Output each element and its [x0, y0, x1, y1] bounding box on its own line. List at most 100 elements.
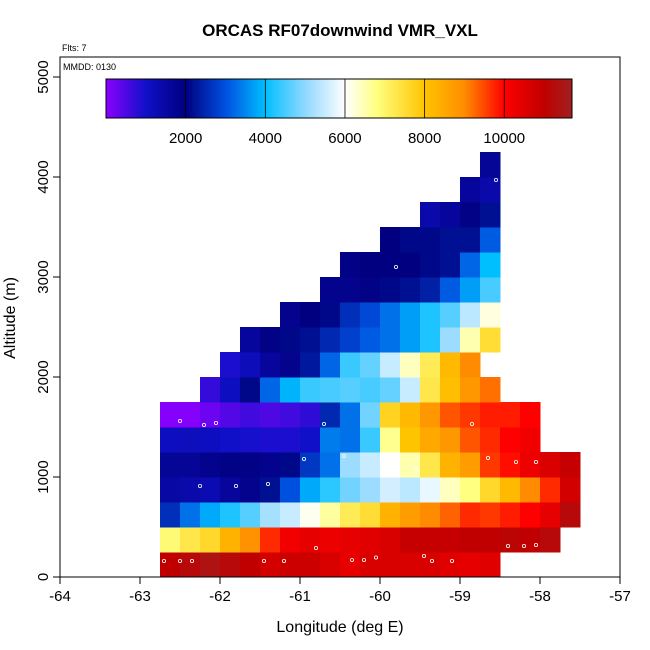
colorbar-tick-label: 8000 — [408, 130, 441, 147]
heatmap-cell — [480, 477, 501, 503]
x-tick-label: -64 — [49, 588, 71, 605]
plot-frame — [59, 56, 621, 578]
heatmap-cell — [260, 502, 281, 528]
heatmap-cell — [340, 352, 361, 378]
heatmap-cell — [480, 527, 501, 553]
heatmap-cell — [460, 477, 481, 503]
heatmap-cell — [440, 227, 461, 253]
heatmap-cell — [360, 277, 381, 303]
heatmap-cell — [300, 377, 321, 403]
heatmap-cell — [380, 402, 401, 428]
heatmap-cell — [420, 252, 441, 278]
heatmap-cell — [320, 327, 341, 353]
heatmap-cell — [520, 477, 541, 503]
heatmap-cell — [420, 352, 441, 378]
x-tick-label: -60 — [369, 588, 391, 605]
sample-point — [505, 544, 510, 549]
heatmap-cell — [340, 552, 361, 578]
heatmap-cell — [340, 502, 361, 528]
sample-point — [361, 558, 366, 563]
heatmap-cell — [400, 277, 421, 303]
heatmap-cell — [340, 402, 361, 428]
heatmap-cell — [180, 502, 201, 528]
heatmap-cell — [540, 477, 561, 503]
heatmap-cell — [460, 327, 481, 353]
heatmap-cell — [180, 402, 201, 428]
heatmap-cell — [360, 427, 381, 453]
heatmap-cell — [460, 352, 481, 378]
sample-point — [233, 483, 238, 488]
heatmap-cell — [420, 502, 441, 528]
colorbar-tick-label: 6000 — [328, 130, 361, 147]
heatmap-cell — [560, 477, 581, 503]
heatmap-cell — [320, 552, 341, 578]
heatmap-cell — [260, 352, 281, 378]
heatmap-cell — [180, 452, 201, 478]
heatmap-cell — [340, 477, 361, 503]
heatmap-cell — [460, 552, 481, 578]
heatmap-cell — [340, 452, 361, 478]
heatmap-cell — [160, 402, 181, 428]
heatmap-cell — [300, 552, 321, 578]
heatmap-cell — [560, 452, 581, 478]
heatmap-cell — [420, 227, 441, 253]
heatmap-cell — [480, 327, 501, 353]
heatmap-cell — [380, 527, 401, 553]
x-tick-label: -59 — [449, 588, 471, 605]
heatmap-cell — [260, 452, 281, 478]
heatmap-cell — [520, 402, 541, 428]
sample-point — [522, 365, 527, 370]
sample-point — [534, 543, 539, 548]
heatmap-cell — [360, 452, 381, 478]
heatmap-cell — [380, 302, 401, 328]
heatmap-cell — [520, 527, 541, 553]
heatmap-cell — [360, 327, 381, 353]
heatmap-cell — [460, 277, 481, 303]
heatmap-cell — [160, 552, 181, 578]
heatmap-cell — [200, 452, 221, 478]
heatmap-cell — [300, 352, 321, 378]
heatmap-cell — [240, 377, 261, 403]
heatmap-cell — [480, 252, 501, 278]
sample-point — [197, 483, 202, 488]
heatmap-cell — [460, 202, 481, 228]
heatmap-cell — [360, 502, 381, 528]
sample-point — [413, 466, 418, 471]
heatmap-cell — [260, 552, 281, 578]
sample-point — [313, 546, 318, 551]
heatmap-cell — [460, 377, 481, 403]
heatmap-cell — [420, 452, 441, 478]
heatmap-cells — [160, 152, 581, 578]
heatmap-cell — [400, 327, 421, 353]
heatmap-cell — [360, 527, 381, 553]
heatmap-cell — [260, 477, 281, 503]
heatmap-cell — [440, 427, 461, 453]
heatmap-cell — [180, 527, 201, 553]
heatmap-cell — [240, 477, 261, 503]
colorbar-tick-label: 2000 — [169, 130, 202, 147]
heatmap-cell — [200, 502, 221, 528]
heatmap-cell — [160, 427, 181, 453]
heatmap-cell — [340, 327, 361, 353]
heatmap-cell — [320, 427, 341, 453]
heatmap-cell — [280, 502, 301, 528]
heatmap-cell — [220, 452, 241, 478]
heatmap-cell — [380, 227, 401, 253]
heatmap-cell — [420, 552, 441, 578]
heatmap-cell — [480, 227, 501, 253]
heatmap-cell — [440, 252, 461, 278]
heatmap-cell — [360, 377, 381, 403]
heatmap-cell — [420, 427, 441, 453]
heatmap-cell — [220, 427, 241, 453]
heatmap-cell — [320, 277, 341, 303]
heatmap-cell — [380, 252, 401, 278]
heatmap-cell — [380, 377, 401, 403]
heatmap-cell — [200, 477, 221, 503]
y-tick-label: 2000 — [35, 360, 52, 393]
heatmap-cell — [340, 302, 361, 328]
y-tick-label: 4000 — [35, 160, 52, 193]
heatmap-cell — [220, 377, 241, 403]
heatmap-cell — [480, 152, 501, 178]
heatmap-cell — [280, 402, 301, 428]
